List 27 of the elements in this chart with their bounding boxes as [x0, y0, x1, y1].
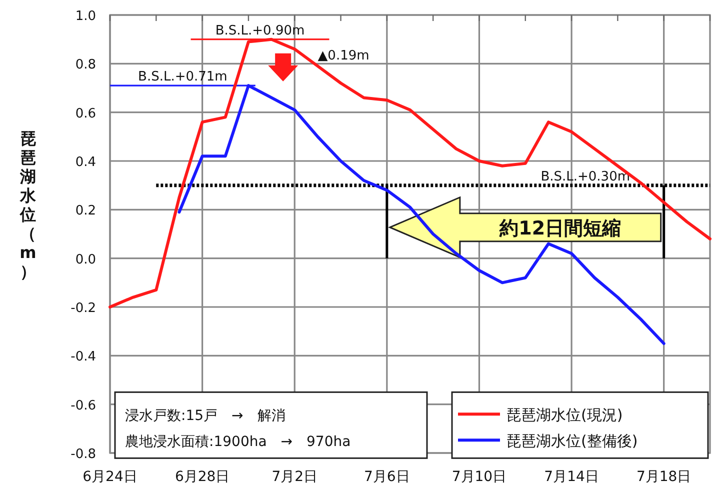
- x-tick-label: 7月2日: [272, 469, 318, 485]
- y-axis-title: 琵琶湖水位（m）: [19, 129, 37, 281]
- annotation: 浸水戸数:15戸 → 解消: [125, 408, 286, 424]
- x-tick-label: 7月6日: [364, 469, 410, 485]
- legend-label: 琵琶湖水位(現況): [506, 406, 623, 424]
- x-tick-label: 7月14日: [544, 469, 599, 485]
- y-tick-label: -0.6: [70, 398, 96, 414]
- x-tick-label: 7月18日: [636, 469, 692, 485]
- x-tick-label: 6月24日: [82, 469, 138, 485]
- y-tick-label: -0.4: [70, 350, 96, 365]
- y-tick-label: 0.8: [75, 58, 96, 73]
- legend-label: 琵琶湖水位(整備後): [506, 432, 638, 450]
- x-tick-label: 7月10日: [452, 469, 507, 485]
- y-tick-label: 0.4: [75, 155, 96, 170]
- y-tick-label: -0.8: [70, 447, 96, 462]
- y-tick-label: 1.0: [75, 9, 96, 24]
- y-tick-label: 0.2: [75, 204, 96, 219]
- annotation: 約12日間短縮: [498, 217, 622, 240]
- annotation: 農地浸水面積:1900ha → 970ha: [125, 434, 351, 450]
- y-tick-label: 0.6: [75, 106, 96, 122]
- ref-line-label: B.S.L.+0.90m: [215, 23, 305, 38]
- x-tick-label: 6月28日: [174, 469, 230, 485]
- annotation: ▲0.19m: [318, 48, 370, 64]
- y-tick-label: 0.0: [75, 252, 96, 268]
- ref-line-label: B.S.L.+0.71m: [138, 70, 228, 85]
- ref-line-label: B.S.L.+0.30m: [540, 169, 630, 184]
- y-tick-label: -0.2: [70, 301, 96, 316]
